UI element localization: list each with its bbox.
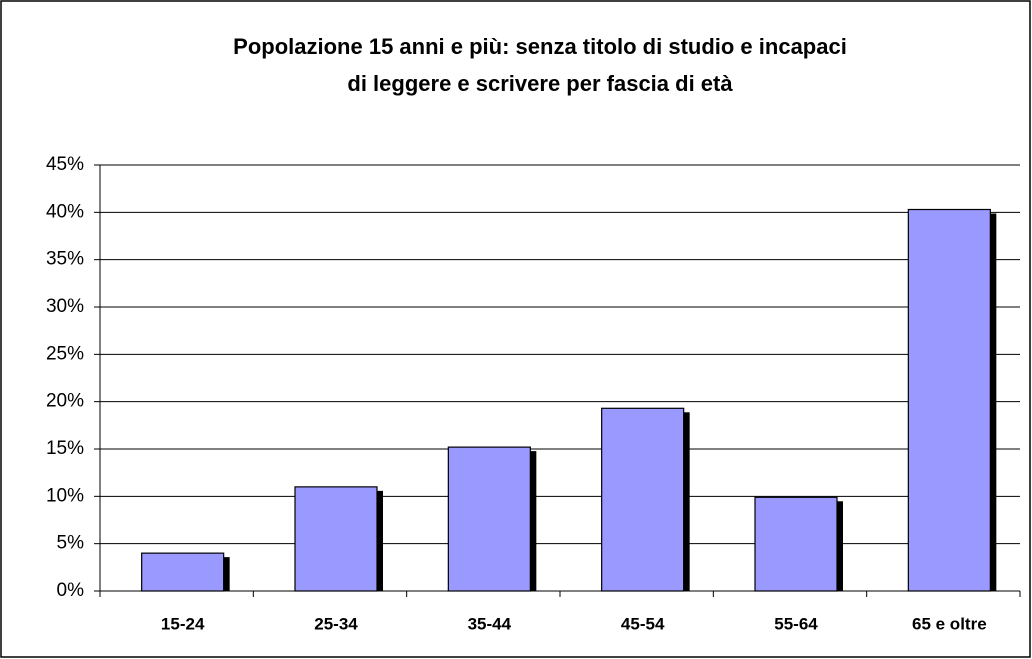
x-tick-label: 35-44 bbox=[468, 614, 512, 633]
y-tick-label: 30% bbox=[46, 296, 84, 317]
bar bbox=[141, 552, 225, 592]
x-tick-label: 55-64 bbox=[774, 614, 818, 633]
y-tick-label: 35% bbox=[46, 249, 84, 270]
y-tick-label: 40% bbox=[46, 201, 84, 222]
bar bbox=[754, 496, 838, 592]
x-tick-label: 45-54 bbox=[621, 614, 665, 633]
x-tick-label: 15-24 bbox=[161, 614, 205, 633]
x-tick-label: 25-34 bbox=[314, 614, 358, 633]
y-tick-label: 20% bbox=[46, 391, 84, 412]
bar bbox=[294, 486, 378, 592]
y-tick-label: 0% bbox=[57, 580, 85, 601]
y-tick-label: 45% bbox=[46, 154, 84, 175]
chart-title: Popolazione 15 anni e più: senza titolo … bbox=[233, 34, 847, 59]
x-tick-label: 65 e oltre bbox=[912, 614, 987, 633]
chart-title: di leggere e scrivere per fascia di età bbox=[347, 71, 733, 96]
y-tick-label: 15% bbox=[46, 438, 84, 459]
bar bbox=[447, 446, 531, 592]
bar bbox=[907, 208, 991, 592]
y-tick-label: 5% bbox=[57, 533, 85, 554]
y-tick-label: 25% bbox=[46, 343, 84, 364]
y-tick-label: 10% bbox=[46, 485, 84, 506]
bar bbox=[601, 407, 685, 592]
